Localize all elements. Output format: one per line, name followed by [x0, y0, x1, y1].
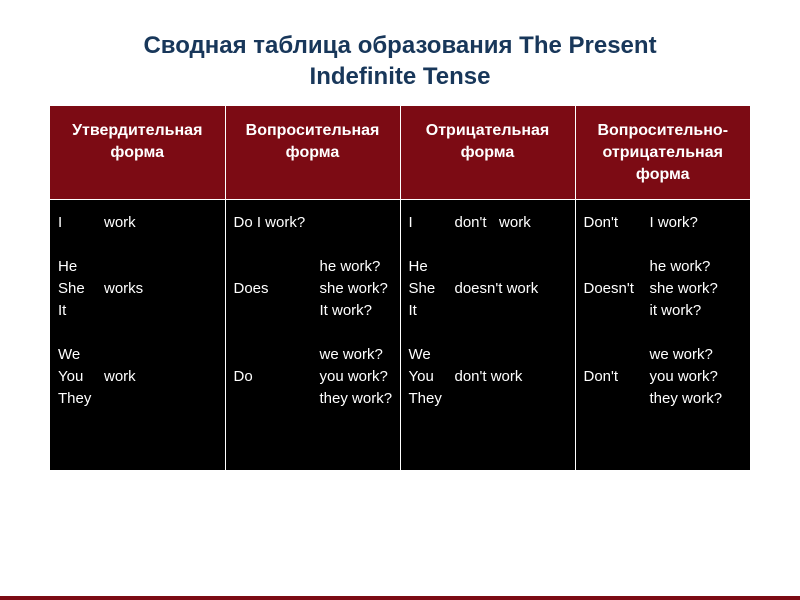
text-line	[584, 322, 646, 344]
text-line	[104, 300, 217, 322]
text-line: Don't	[584, 366, 646, 388]
text-line	[650, 322, 743, 344]
cell-affirmative: I HeSheIt WeYouThey work works work	[50, 200, 225, 471]
text-line	[104, 256, 217, 278]
cell-negative: I HeSheIt WeYouThey don't work doesn't w…	[400, 200, 575, 471]
text-line: she work?	[320, 278, 393, 300]
text-line	[234, 344, 316, 366]
text-line: we work?	[320, 344, 393, 366]
text-line: you work?	[650, 366, 743, 388]
text-line	[455, 256, 567, 278]
text-line: It work?	[320, 300, 393, 322]
header-interrogative: Вопросительная форма	[225, 106, 400, 199]
header-neg-interrogative: Вопросительно-отрицательная форма	[575, 106, 750, 199]
col-subjects: I HeSheIt WeYouThey	[58, 212, 100, 410]
col-neg-verbs: don't work doesn't work don't work	[451, 212, 567, 410]
text-line	[584, 256, 646, 278]
text-line	[104, 388, 217, 410]
text-line	[234, 300, 316, 322]
text-line: Doesn't	[584, 278, 646, 300]
text-line	[455, 388, 567, 410]
text-line: she work?	[650, 278, 743, 300]
text-line: It	[58, 300, 100, 322]
text-line: You	[58, 366, 100, 388]
col-verbs: work works work	[100, 212, 217, 410]
col-question: I work? he work?she work?it work? we wor…	[646, 212, 743, 410]
text-line: Don't	[584, 212, 646, 234]
text-line	[584, 234, 646, 256]
col-aux-neg: Don't Doesn't Don't	[584, 212, 646, 410]
text-line	[320, 322, 393, 344]
text-line: I	[58, 212, 100, 234]
text-line	[409, 322, 451, 344]
text-line	[234, 388, 316, 410]
text-line	[650, 234, 743, 256]
text-line	[234, 234, 316, 256]
header-affirmative: Утвердительная форма	[50, 106, 225, 199]
cell-interrogative: Do I work? Does Do he work?she work?It w…	[225, 200, 400, 471]
col-subjects: I HeSheIt WeYouThey	[409, 212, 451, 410]
text-line: work	[104, 212, 217, 234]
text-line	[104, 322, 217, 344]
text-line: We	[409, 344, 451, 366]
text-line: don't work	[455, 366, 567, 388]
title-line1: Сводная таблица образования The Present	[143, 32, 656, 59]
text-line	[455, 344, 567, 366]
text-line: He	[58, 256, 100, 278]
text-line: I work?	[650, 212, 743, 234]
text-line: he work?	[650, 256, 743, 278]
text-line: Do I work?	[234, 212, 316, 234]
text-line: doesn't work	[455, 278, 567, 300]
text-line: they work?	[320, 388, 393, 410]
slide-title: Сводная таблица образования The Present …	[50, 30, 750, 92]
text-line	[455, 234, 567, 256]
text-line	[58, 234, 100, 256]
title-line2: Indefinite Tense	[310, 63, 491, 90]
text-line	[584, 344, 646, 366]
footer-accent	[0, 596, 800, 600]
text-line: we work?	[650, 344, 743, 366]
text-line	[584, 300, 646, 322]
text-line	[409, 234, 451, 256]
grammar-table: Утвердительная форма Вопросительная форм…	[50, 106, 750, 470]
text-line: We	[58, 344, 100, 366]
text-line: Does	[234, 278, 316, 300]
text-line: works	[104, 278, 217, 300]
text-line: I	[409, 212, 451, 234]
text-line: you work?	[320, 366, 393, 388]
cell-neg-interrogative: Don't Doesn't Don't I work? he work?she …	[575, 200, 750, 471]
text-line	[234, 322, 316, 344]
text-line	[320, 212, 393, 234]
text-line	[104, 234, 217, 256]
text-line: You	[409, 366, 451, 388]
col-aux: Do I work? Does Do	[234, 212, 316, 410]
text-line: work	[104, 366, 217, 388]
text-line: it work?	[650, 300, 743, 322]
header-negative: Отрицательная форма	[400, 106, 575, 199]
text-line: They	[58, 388, 100, 410]
text-line: don't work	[455, 212, 567, 234]
text-line: he work?	[320, 256, 393, 278]
text-line	[320, 234, 393, 256]
text-line	[58, 322, 100, 344]
text-line: It	[409, 300, 451, 322]
text-line	[455, 300, 567, 322]
text-line: He	[409, 256, 451, 278]
text-line	[584, 388, 646, 410]
text-line	[104, 344, 217, 366]
text-line: Do	[234, 366, 316, 388]
text-line: She	[409, 278, 451, 300]
col-question: he work?she work?It work? we work?you wo…	[316, 212, 393, 410]
text-line	[234, 256, 316, 278]
text-line: They	[409, 388, 451, 410]
text-line: She	[58, 278, 100, 300]
text-line: they work?	[650, 388, 743, 410]
text-line	[455, 322, 567, 344]
